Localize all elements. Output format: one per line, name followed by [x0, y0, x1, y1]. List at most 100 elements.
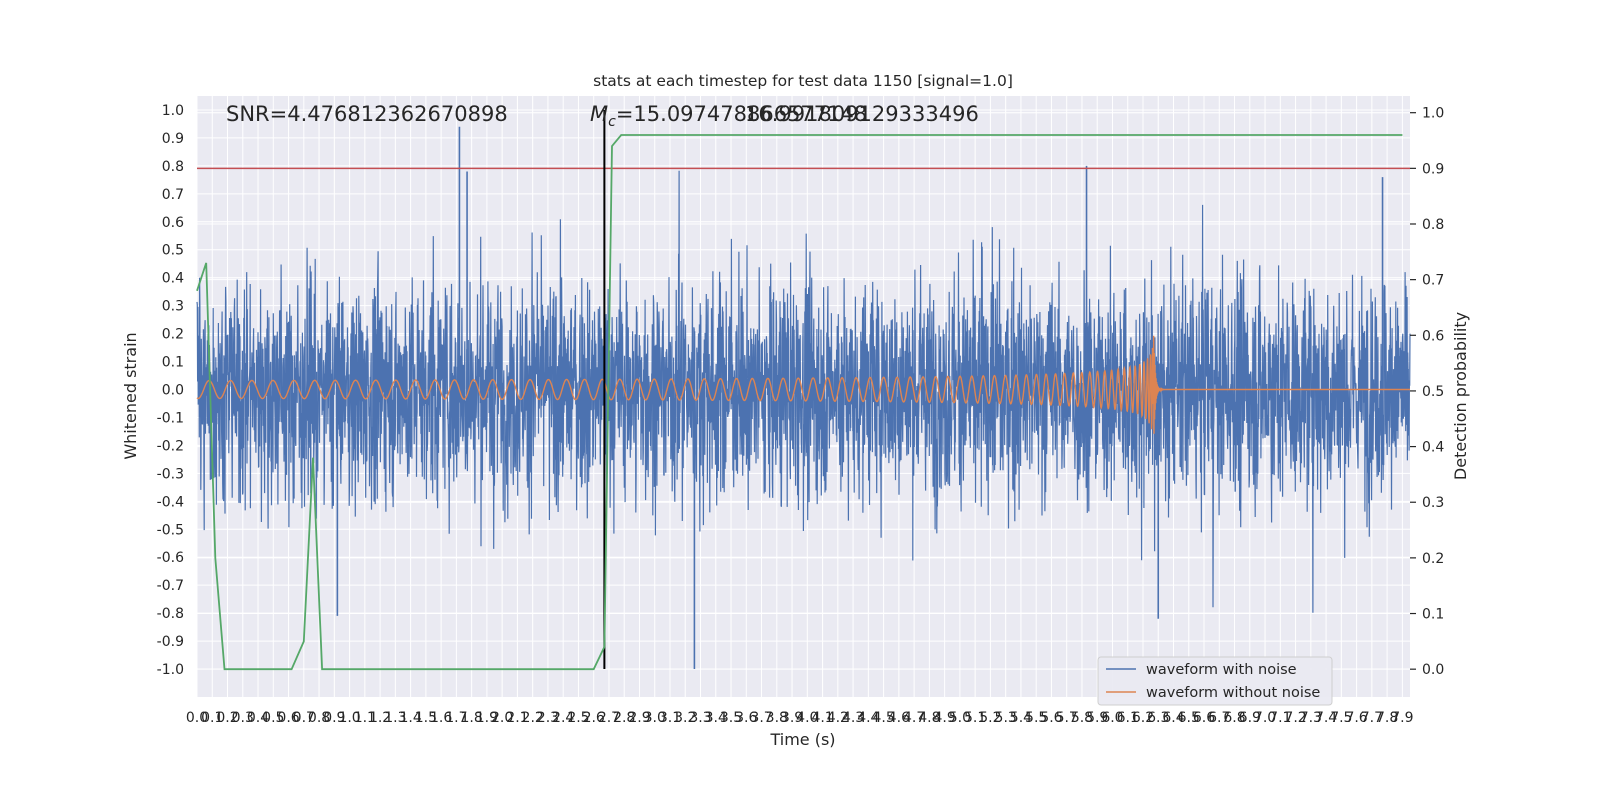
right-y-tick-label: 0.8 — [1422, 217, 1444, 233]
x-tick-label: 7.0 — [1254, 710, 1276, 726]
y-tick-label: 0.8 — [162, 159, 184, 175]
y-tick-label: -0.3 — [157, 466, 184, 482]
noisy-trace-segment — [1234, 259, 1409, 613]
x-tick-label: 7.4 — [1315, 710, 1337, 726]
right-y-tick-label: 0.4 — [1422, 440, 1444, 456]
snr-annotation: SNR=4.476812362670898 — [226, 102, 508, 126]
x-tick-label: 3.9 — [781, 710, 803, 726]
legend: waveform with noise waveform without noi… — [1097, 656, 1333, 706]
x-tick-label: 5.1 — [964, 710, 986, 726]
x-tick-label: 3.3 — [689, 710, 711, 726]
x-tick-label: 4.2 — [827, 710, 849, 726]
x-tick-label: 7.1 — [1269, 710, 1291, 726]
legend-label-noisy: waveform with noise — [1146, 662, 1297, 678]
x-tick-label: 4.7 — [903, 710, 925, 726]
y-tick-label: -0.4 — [157, 494, 184, 510]
y-tick-label: -0.9 — [157, 634, 184, 650]
x-tick-label: 6.0 — [1101, 710, 1123, 726]
legend-box — [1097, 656, 1333, 706]
right-y-tick-labels: 1.0 0.9 0.8 0.7 0.6 0.5 0.4 0.3 0.2 0.1 0.0 — [1410, 106, 1444, 678]
x-tick-label: 4.6 — [888, 710, 910, 726]
x-tick-label: 5.4 — [1010, 710, 1032, 726]
x-tick-label: 1.7 — [445, 710, 467, 726]
x-tick-label: 7.9 — [1391, 710, 1413, 726]
y-tick-label: 0.4 — [162, 271, 184, 287]
x-tick-label: 0.4 — [247, 710, 269, 726]
x-tick-label: 2.5 — [567, 710, 589, 726]
x-tick-label: 7.3 — [1300, 710, 1322, 726]
legend-label-clean: waveform without noise — [1146, 685, 1320, 701]
chirp-mass-symbol: M — [590, 102, 608, 126]
chart-title: stats at each timestep for test data 115… — [593, 72, 1013, 90]
noisy-trace-segment — [369, 232, 544, 549]
y-tick-label: -0.1 — [157, 410, 184, 426]
x-tick-label: 1.1 — [354, 710, 376, 726]
chirp-mass-subscript: c — [608, 114, 616, 130]
x-tick-label: 6.4 — [1162, 710, 1184, 726]
x-tick-label: 4.4 — [857, 710, 879, 726]
x-tick-label: 7.2 — [1284, 710, 1306, 726]
x-tick-label: 4.0 — [796, 710, 818, 726]
y-tick-label: -0.2 — [157, 438, 184, 454]
x-tick-label: 6.5 — [1178, 710, 1200, 726]
noisy-trace-segment — [715, 233, 890, 538]
noisy-trace-segment — [542, 170, 717, 536]
x-tick-label: 0.8 — [308, 710, 330, 726]
right-y-axis-label: Detection probability — [1451, 312, 1470, 480]
x-tick-label: 4.5 — [872, 710, 894, 726]
chirp-mass-overlap-annotation: 16.991809129333496 — [745, 102, 979, 126]
x-tick-label: 6.1 — [1117, 710, 1139, 726]
x-tick-label: 3.5 — [720, 710, 742, 726]
x-tick-label: 5.5 — [1025, 710, 1047, 726]
x-tick-label: 0.1 — [201, 710, 223, 726]
x-tick-label: 1.5 — [415, 710, 437, 726]
y-tick-label: 0.3 — [162, 299, 184, 315]
x-tick-label: 1.4 — [399, 710, 421, 726]
x-tick-label: 1.0 — [338, 710, 360, 726]
right-y-tick-label: 1.0 — [1422, 106, 1444, 122]
x-tick-label: 6.7 — [1208, 710, 1230, 726]
x-tick-label: 4.8 — [918, 710, 940, 726]
x-tick-label: 0.2 — [216, 710, 238, 726]
x-tick-label: 2.6 — [583, 710, 605, 726]
x-tick-label: 5.8 — [1071, 710, 1093, 726]
right-y-tick-label: 0.0 — [1422, 662, 1444, 678]
x-tick-label: 0.6 — [277, 710, 299, 726]
x-tick-label: 1.3 — [384, 710, 406, 726]
x-tick-label: 1.6 — [430, 710, 452, 726]
series-detection-probability — [196, 134, 1403, 671]
chirp-mass-annotation: Mc=15.097478866577148 — [590, 102, 867, 130]
x-tick-label: 5.6 — [1040, 710, 1062, 726]
x-tick-label: 0.9 — [323, 710, 345, 726]
y-tick-label: 0.1 — [162, 355, 184, 371]
x-tick-label: 2.2 — [522, 710, 544, 726]
x-tick-label: 3.7 — [750, 710, 772, 726]
right-y-tick-label: 0.9 — [1422, 161, 1444, 177]
x-tick-label: 6.2 — [1132, 710, 1154, 726]
right-y-tick-label: 0.2 — [1422, 551, 1444, 567]
x-axis-label: Time (s) — [769, 730, 835, 749]
x-tick-label: 3.1 — [659, 710, 681, 726]
x-tick-labels: 0.00.10.20.30.40.50.60.70.80.91.01.11.21… — [186, 710, 1414, 726]
x-tick-label: 0.0 — [186, 710, 208, 726]
x-tick-label: 3.8 — [766, 710, 788, 726]
noisy-trace-segment — [888, 227, 1063, 561]
x-tick-label: 1.8 — [461, 710, 483, 726]
y-axis-label: Whitened strain — [121, 332, 140, 459]
x-tick-label: 3.4 — [705, 710, 727, 726]
y-tick-label: 0.0 — [162, 383, 184, 399]
x-tick-label: 3.6 — [735, 710, 757, 726]
x-tick-label: 7.7 — [1361, 710, 1383, 726]
right-y-tick-label: 0.6 — [1422, 328, 1444, 344]
right-y-tick-label: 0.7 — [1422, 273, 1444, 289]
x-tick-label: 2.4 — [552, 710, 574, 726]
x-tick-label: 2.3 — [537, 710, 559, 726]
y-tick-label: 0.6 — [162, 215, 184, 231]
x-tick-label: 0.3 — [232, 710, 254, 726]
x-tick-label: 5.7 — [1056, 710, 1078, 726]
x-tick-label: 2.0 — [491, 710, 513, 726]
y-tick-label: -0.7 — [157, 578, 184, 594]
x-tick-label: 6.3 — [1147, 710, 1169, 726]
x-tick-label: 4.9 — [934, 710, 956, 726]
